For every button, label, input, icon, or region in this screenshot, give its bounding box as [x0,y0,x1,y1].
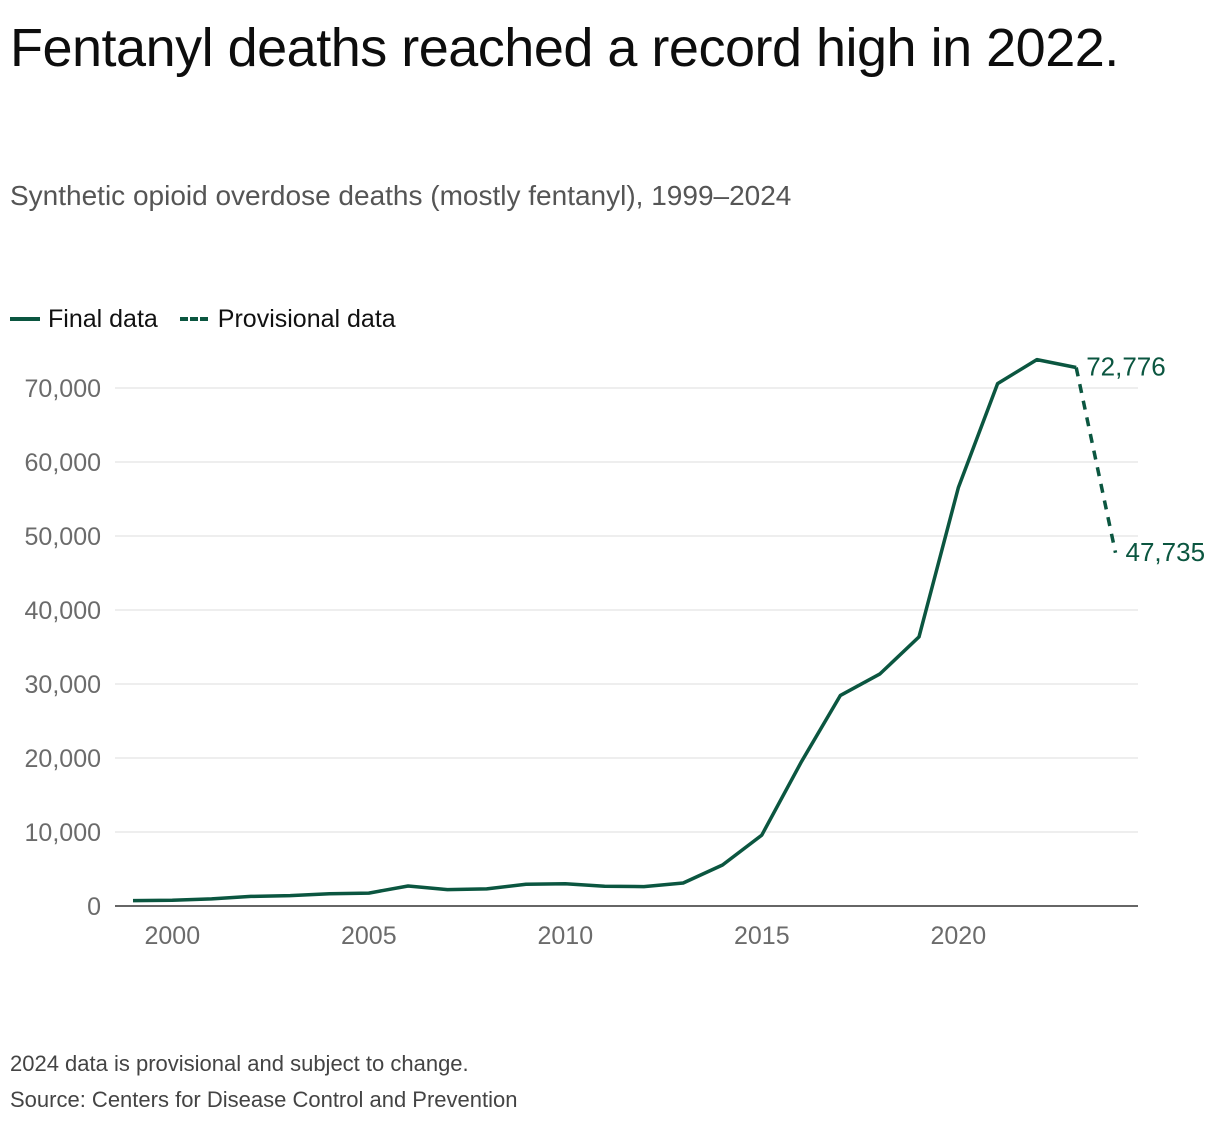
y-tick-label: 10,000 [25,819,101,847]
legend-item-final: Final data [10,305,158,334]
x-tick-label: 2005 [341,922,397,950]
legend-solid-line-swatch [10,317,40,321]
axis-layer: 0 10,000 20,000 30,000 40,000 50,000 60,000 70,… [25,375,1138,950]
label-layer: 72,776 47,735 [1086,351,1205,566]
y-tick-label: 20,000 [25,745,101,773]
legend: Final data Provisional data [10,302,418,336]
y-tick-label: 50,000 [25,523,101,551]
x-tick-label: 2010 [537,922,593,950]
x-tick-label: 2020 [930,922,986,950]
data-label-2024: 47,735 [1126,537,1206,567]
chart-subtitle: Synthetic opioid overdose deaths (mostly… [10,180,792,211]
x-tick-label: 2000 [144,922,200,950]
y-tick-label: 30,000 [25,671,101,699]
data-label-2023: 72,776 [1086,351,1166,381]
series-layer [132,357,1118,903]
legend-final-label: Final data [48,304,158,333]
series-line-provisional [1074,367,1118,554]
footnote-provisional: 2024 data is provisional and subject to … [10,1051,469,1076]
x-tick-label: 2015 [734,922,790,950]
grid-layer [115,387,1138,833]
y-tick-label: 60,000 [25,449,101,477]
footnote-source: Source: Centers for Disease Control and … [10,1087,518,1112]
legend-dashed-line-swatch [179,317,208,321]
y-tick-label: 70,000 [25,375,101,403]
chart-title: Fentanyl deaths reached a record high in… [10,18,1119,78]
legend-item-provisional: Provisional data [179,304,396,334]
series-line-final [132,357,1077,903]
y-tick-label: 0 [87,893,101,921]
y-tick-label: 40,000 [25,597,101,625]
line-chart: 0 10,000 20,000 30,000 40,000 50,000 60,000 70,… [25,351,1206,950]
legend-provisional-label: Provisional data [217,304,396,333]
